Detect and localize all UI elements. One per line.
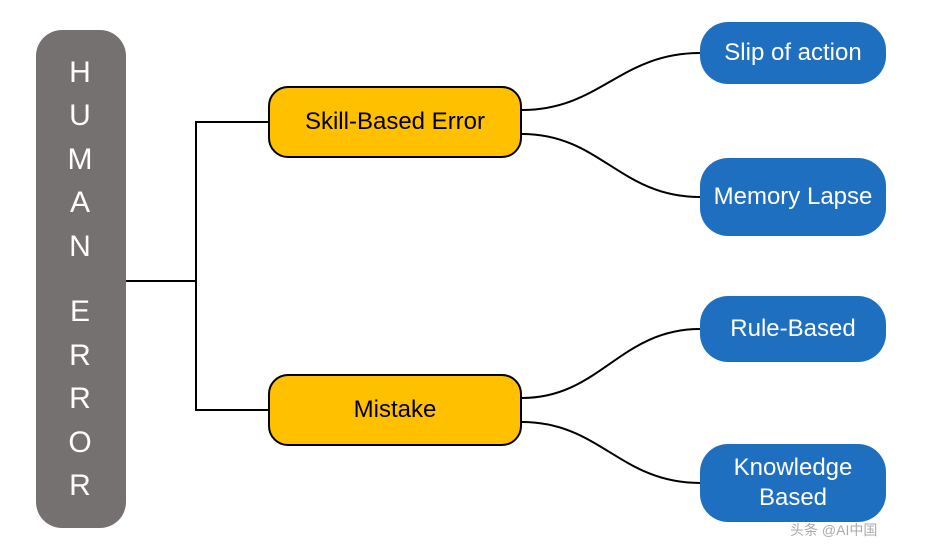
root-letter-u: U [69, 94, 93, 138]
root-letter-n: N [69, 225, 93, 269]
node-rule-based: Rule-Based [700, 296, 886, 362]
root-letter-m: M [68, 138, 95, 182]
root-letter-r2: R [69, 377, 93, 421]
edge-root-mistake [126, 281, 268, 410]
node-memory-lapse: Memory Lapse [700, 158, 886, 236]
node-mistake: Mistake [268, 374, 522, 446]
root-letter-a: A [70, 181, 92, 225]
node-human-error: H U M A N E R R O R [36, 30, 126, 528]
edge-skill-slip [522, 53, 700, 110]
node-slip-of-action: Slip of action [700, 22, 886, 84]
node-knowledge-based: Knowledge Based [700, 444, 886, 522]
edge-mistake-rule [522, 329, 700, 398]
root-letter-r3: R [69, 464, 93, 508]
node-skill-based-error: Skill-Based Error [268, 86, 522, 158]
skill-label: Skill-Based Error [305, 108, 485, 136]
watermark: 头条 @AI中国 [790, 520, 877, 540]
edge-root-skill [126, 122, 268, 281]
edge-skill-memory [522, 134, 700, 197]
root-letter-h: H [69, 51, 93, 95]
root-letter-r1: R [69, 334, 93, 378]
rule-label: Rule-Based [730, 314, 855, 344]
root-letter-o: O [68, 421, 93, 465]
knowledge-label: Knowledge Based [710, 453, 876, 513]
root-label: H U M A N E R R O R [68, 51, 95, 508]
watermark-text: 头条 @AI中国 [790, 522, 877, 538]
memory-label: Memory Lapse [714, 182, 873, 212]
mistake-label: Mistake [354, 396, 437, 424]
root-letter-e: E [70, 290, 92, 334]
edge-mistake-knowledge [522, 422, 700, 483]
slip-label: Slip of action [724, 38, 861, 68]
